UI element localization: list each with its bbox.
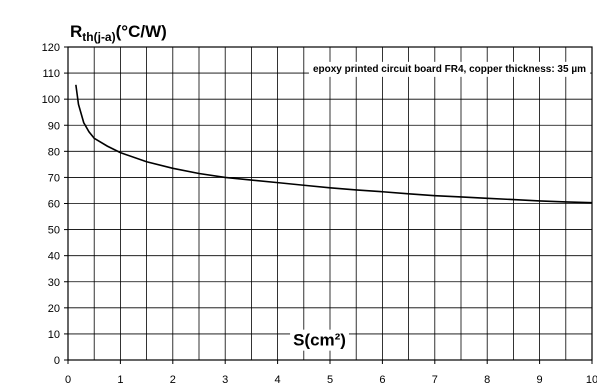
x-tick-label: 2	[170, 374, 176, 386]
y-tick-label: 80	[48, 146, 60, 158]
y-tick-label: 110	[42, 68, 60, 80]
x-tick-label: 3	[222, 374, 228, 386]
x-tick-label: 0	[65, 374, 71, 386]
y-tick-label: 100	[42, 94, 60, 106]
series-line	[75, 84, 593, 204]
y-tick-label: 30	[48, 277, 60, 289]
x-tick-label: 5	[327, 374, 333, 386]
y-axis-label-unit: (°C/W)	[116, 22, 167, 41]
y-tick-label: 60	[48, 199, 60, 211]
grid-lines	[68, 47, 592, 360]
y-axis-label: Rth(j-a)(°C/W)	[70, 22, 167, 44]
x-axis-label: S(cm²)	[293, 331, 346, 350]
x-tick-label: 1	[117, 374, 123, 386]
y-axis-label-main: R	[70, 22, 82, 41]
y-tick-label: 20	[48, 303, 60, 315]
annotation-background	[308, 61, 591, 77]
y-tick-label: 50	[48, 225, 60, 237]
y-tick-label: 120	[42, 42, 60, 54]
x-tick-label: 8	[484, 374, 490, 386]
y-tick-label: 0	[54, 355, 60, 367]
x-tick-label: 7	[432, 374, 438, 386]
x-tick-label: 6	[379, 374, 385, 386]
y-tick-label: 70	[48, 172, 60, 184]
axis-ticks: 0 10 20 30 40 50 60 70 80 90 100 110 120 0 1 2 3 4 5 6 7 8 9 10	[42, 42, 597, 386]
y-axis-label-subscript: th(j-a)	[82, 30, 115, 44]
x-axis-label-background	[290, 329, 349, 351]
x-tick-label: 10	[586, 374, 597, 386]
y-tick-label: 40	[48, 251, 60, 263]
x-tick-label: 9	[537, 374, 543, 386]
x-tick-label: 4	[275, 374, 281, 386]
y-tick-label: 10	[48, 329, 60, 341]
annotation-text: epoxy printed circuit board FR4, copper …	[313, 64, 586, 75]
y-tick-label: 90	[48, 120, 60, 132]
